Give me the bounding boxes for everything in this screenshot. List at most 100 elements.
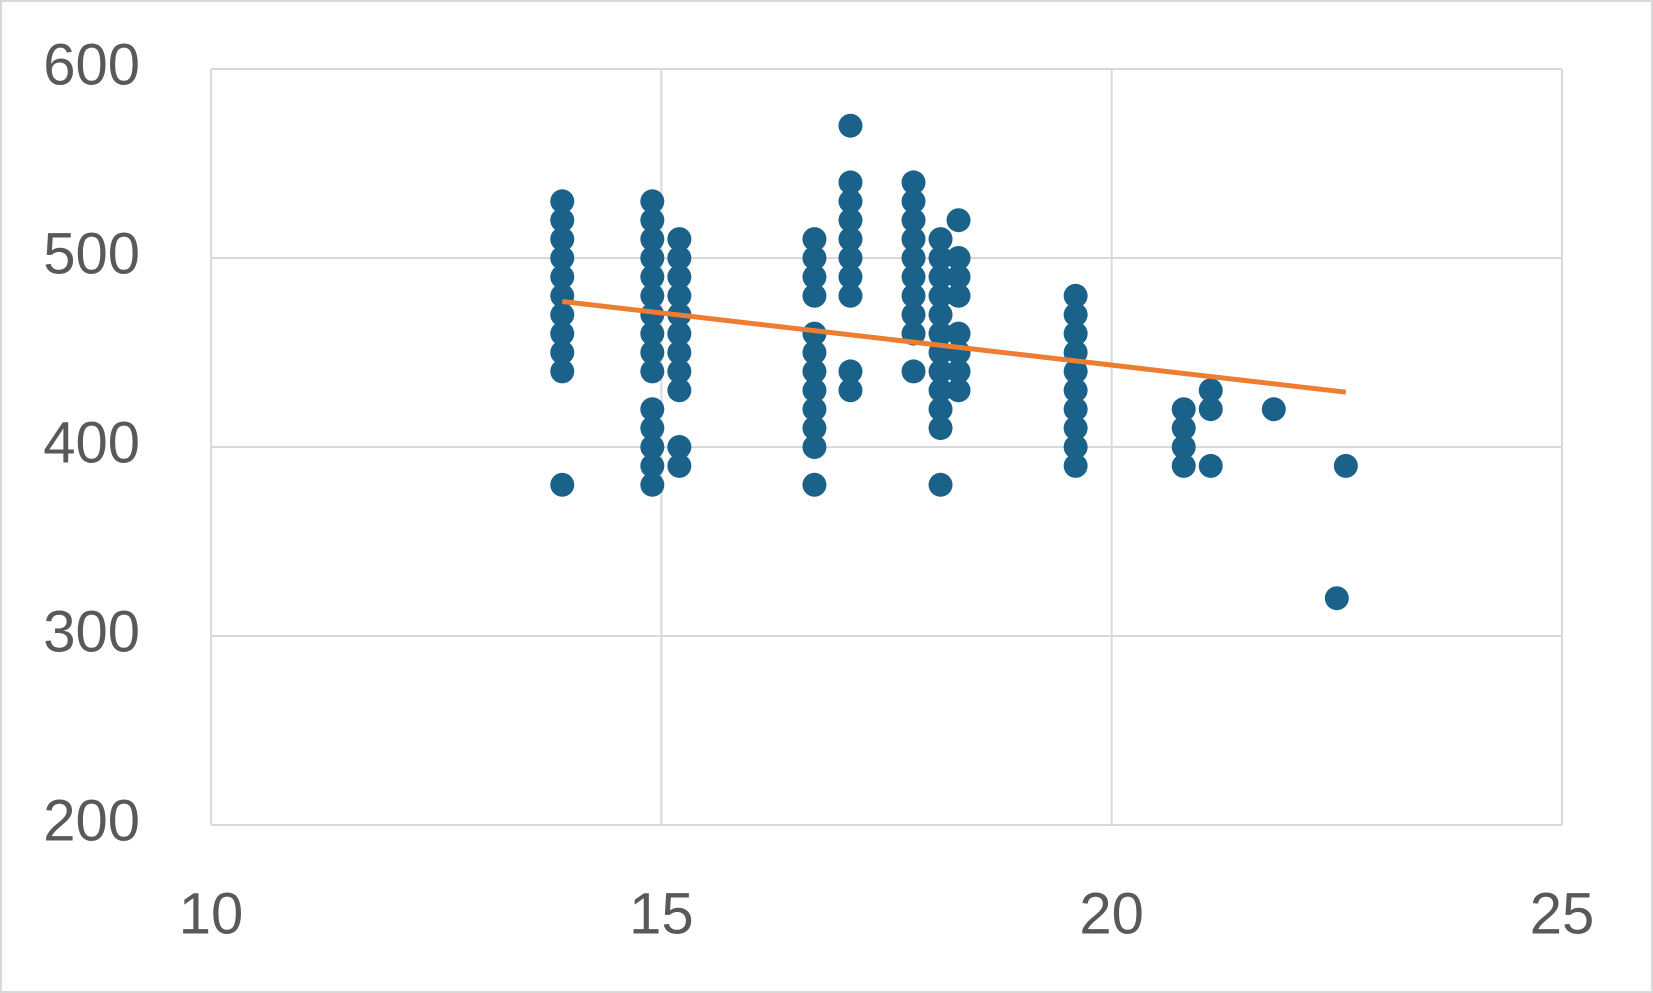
data-point: [802, 416, 827, 441]
data-point: [946, 264, 971, 289]
y-tick-label: 500: [43, 221, 140, 286]
data-point: [1063, 302, 1088, 327]
data-point: [667, 283, 692, 308]
data-point: [946, 378, 971, 403]
data-point: [1333, 453, 1358, 478]
data-point: [667, 264, 692, 289]
data-point: [1063, 435, 1088, 459]
data-point: [640, 264, 665, 289]
data-point: [550, 472, 575, 497]
data-point: [802, 378, 827, 403]
data-point: [901, 359, 926, 384]
data-point: [802, 397, 827, 422]
data-point: [1171, 397, 1196, 422]
data-point: [1171, 453, 1196, 478]
data-point: [1198, 397, 1223, 422]
data-point: [901, 189, 926, 214]
data-point: [667, 435, 692, 459]
data-point: [1063, 378, 1088, 403]
data-point: [550, 302, 575, 327]
data-point: [838, 170, 863, 195]
data-point: [928, 283, 953, 308]
data-point: [838, 189, 863, 214]
data-point: [667, 453, 692, 478]
data-point: [901, 283, 926, 308]
data-point: [928, 472, 953, 497]
data-point: [928, 227, 953, 252]
data-point: [667, 321, 692, 346]
data-point: [946, 246, 971, 270]
data-point: [928, 359, 953, 384]
data-point: [901, 170, 926, 195]
data-point: [838, 359, 863, 384]
data-point: [1261, 397, 1286, 422]
data-point: [802, 227, 827, 252]
trendline: [561, 298, 1347, 395]
data-point: [838, 227, 863, 252]
data-point: [838, 113, 863, 138]
data-point: [1063, 359, 1088, 384]
data-point: [1171, 416, 1196, 441]
data-point: [667, 227, 692, 252]
data-point: [802, 340, 827, 365]
data-point: [640, 359, 665, 384]
data-point: [901, 208, 926, 233]
y-tick-label: 300: [43, 599, 140, 664]
data-point: [667, 340, 692, 365]
data-point: [550, 208, 575, 233]
data-point: [1198, 453, 1223, 478]
x-tick-label: 10: [179, 881, 244, 946]
data-point: [640, 246, 665, 270]
y-tick-label: 400: [43, 410, 140, 475]
data-point: [802, 264, 827, 289]
data-point: [550, 246, 575, 270]
data-point: [838, 378, 863, 403]
data-point: [802, 435, 827, 459]
data-point: [550, 264, 575, 289]
data-point: [640, 435, 665, 459]
data-point: [946, 359, 971, 384]
data-point: [838, 246, 863, 270]
x-tick-label: 25: [1530, 881, 1595, 946]
data-point: [550, 321, 575, 346]
data-point: [667, 378, 692, 403]
data-point: [802, 246, 827, 270]
data-point: [901, 246, 926, 270]
data-point: [802, 283, 827, 308]
data-point: [1063, 397, 1088, 422]
data-point: [1171, 435, 1196, 459]
data-point: [550, 227, 575, 252]
data-point: [550, 340, 575, 365]
y-tick-label: 200: [43, 788, 140, 853]
data-point: [640, 208, 665, 233]
data-point: [640, 453, 665, 478]
data-point: [1063, 283, 1088, 308]
data-point: [667, 246, 692, 270]
data-point: [640, 416, 665, 441]
x-tick-label: 20: [1079, 881, 1144, 946]
data-point: [802, 472, 827, 497]
data-point: [640, 397, 665, 422]
data-point: [928, 397, 953, 422]
data-point: [901, 227, 926, 252]
data-point: [928, 302, 953, 327]
data-point: [928, 378, 953, 403]
data-point: [667, 359, 692, 384]
data-point: [640, 283, 665, 308]
data-point: [640, 227, 665, 252]
data-point: [1063, 321, 1088, 346]
data-point: [1324, 586, 1349, 611]
data-point: [550, 189, 575, 214]
data-point: [1063, 416, 1088, 441]
x-tick-label: 15: [629, 881, 694, 946]
data-point: [946, 321, 971, 346]
y-tick-label: 600: [43, 32, 140, 97]
data-point: [928, 264, 953, 289]
data-point: [1198, 378, 1223, 403]
data-point: [946, 283, 971, 308]
data-point: [802, 359, 827, 384]
data-point: [640, 189, 665, 214]
data-point: [1063, 453, 1088, 478]
